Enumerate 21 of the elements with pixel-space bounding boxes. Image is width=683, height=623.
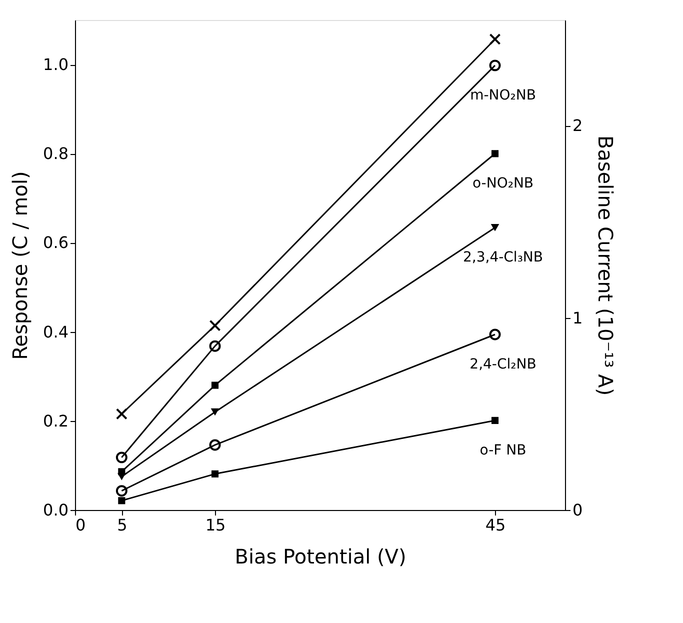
y2-tick-label: 2: [572, 116, 583, 136]
y-tick-label: 0.4: [43, 322, 68, 342]
x-tick-label: 45: [485, 516, 506, 534]
series-label: 2,4-Cl₂NB: [470, 356, 536, 372]
x-axis-title: Bias Potential (V): [234, 544, 406, 568]
y-tick-label: 0.2: [43, 411, 68, 430]
y-tick-label: 1.0: [43, 55, 68, 74]
y2-axis-title: Baseline Current (10⁻¹³ A): [594, 135, 618, 396]
y-tick-label: 0.6: [43, 233, 68, 252]
y-tick-label: 0.8: [43, 144, 68, 164]
series-label: o-NO₂NB: [472, 176, 534, 192]
x-tick-label: 0: [76, 516, 86, 534]
x-tick-label: 5: [117, 516, 128, 534]
series-label: 2,3,4-Cl₃NB: [462, 250, 544, 266]
x-tick-label: 15: [205, 516, 226, 534]
y2-tick-label: 1: [572, 308, 583, 328]
series-label: o-F NB: [480, 442, 526, 458]
series-label: m-NO₂NB: [470, 87, 536, 104]
y-tick-label: 0.0: [43, 500, 68, 520]
y-axis-title: Response (C / mol): [8, 171, 32, 360]
y2-tick-label: 0: [572, 500, 583, 520]
